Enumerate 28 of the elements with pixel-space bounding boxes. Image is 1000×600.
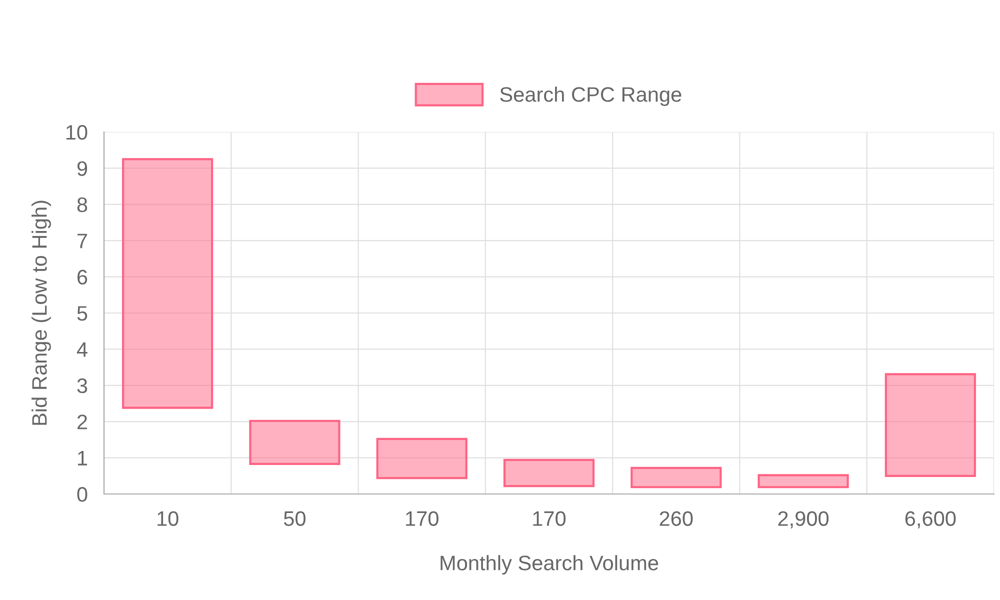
y-tick-label: 4 — [76, 342, 88, 357]
x-tick-label: 6,600 — [905, 511, 956, 528]
x-tick-label: 170 — [406, 511, 438, 526]
x-tick-label: 260 — [660, 511, 693, 526]
x-tick-label: 10 — [158, 511, 178, 526]
bar — [884, 373, 976, 477]
x-tick-label: 170 — [533, 511, 566, 526]
bar — [503, 458, 595, 488]
x-tick-label: 50 — [284, 511, 306, 526]
y-tick-label: 9 — [77, 161, 88, 176]
bar — [122, 158, 214, 409]
y-tick-label: 2 — [77, 414, 87, 430]
x-tick-label: 2,900 — [778, 511, 829, 528]
bar — [758, 474, 849, 488]
y-tick-label: 3 — [77, 378, 88, 394]
y-tick-label: 6 — [78, 270, 88, 285]
y-tick-label: 7 — [78, 234, 87, 248]
y-tick-label: 8 — [77, 197, 88, 212]
y-axis-title: Bid Range (Low to High) — [32, 200, 51, 425]
legend-label: Search CPC Range — [500, 86, 682, 106]
y-tick-label: 1 — [78, 451, 88, 466]
bar — [630, 466, 722, 488]
bar — [376, 438, 468, 480]
bar — [249, 420, 340, 465]
y-tick-label: 10 — [66, 125, 88, 140]
x-axis-title: Monthly Search Volume — [440, 555, 658, 575]
y-tick-label: 0 — [77, 487, 88, 502]
y-tick-label: 5 — [77, 306, 88, 321]
